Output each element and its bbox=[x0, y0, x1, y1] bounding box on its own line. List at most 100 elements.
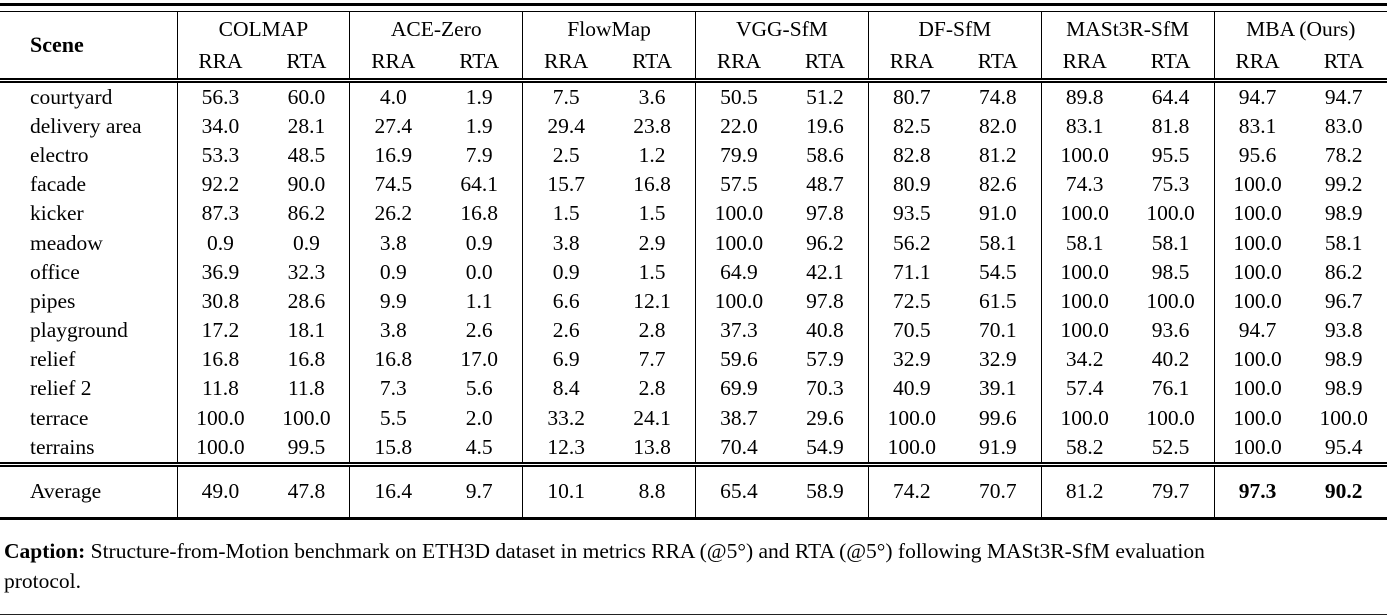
value-cell: 100.0 bbox=[1213, 432, 1301, 465]
value-cell: 100.0 bbox=[1213, 403, 1301, 433]
value-cell: 54.9 bbox=[806, 434, 844, 459]
value-cell: 10.1 bbox=[522, 464, 610, 519]
value-cell: 89.8 bbox=[1040, 80, 1128, 112]
value-cell: 98.5 bbox=[1151, 259, 1190, 284]
value-cell: 100.0 bbox=[1040, 199, 1128, 229]
scene-label: terrains bbox=[30, 434, 95, 459]
method-header-colmap: COLMAP bbox=[176, 12, 350, 46]
value-cell: 0.9 bbox=[349, 257, 437, 287]
value-cell: 70.3 bbox=[806, 376, 844, 401]
value-cell: 34.2 bbox=[1040, 345, 1128, 375]
value-cell: 40.8 bbox=[806, 318, 844, 343]
value-cell: 99.6 bbox=[978, 405, 1017, 430]
value-cell: 28.6 bbox=[287, 288, 326, 313]
method-header-row: Scene COLMAP ACE-Zero FlowMap VGG-SfM DF… bbox=[0, 12, 1387, 57]
value-cell: 92.2 bbox=[176, 170, 264, 200]
metric-header-rta: RTA bbox=[459, 49, 500, 74]
value-cell: 94.7 bbox=[1213, 316, 1301, 346]
value-cell: 4.5 bbox=[465, 434, 493, 459]
value-cell: 22.0 bbox=[695, 111, 782, 141]
value-cell: 100.0 bbox=[1040, 140, 1128, 171]
value-cell: 100.0 bbox=[867, 403, 955, 433]
value-cell: 70.4 bbox=[695, 432, 782, 465]
scene-label: meadow bbox=[30, 230, 103, 255]
value-cell: 100.0 bbox=[1040, 286, 1128, 316]
metric-header-rta: RTA bbox=[977, 49, 1018, 74]
value-cell: 74.3 bbox=[1040, 170, 1128, 200]
value-cell: 64.9 bbox=[695, 257, 782, 287]
value-cell: 16.8 bbox=[633, 172, 671, 197]
metric-header-rta: RTA bbox=[804, 49, 845, 74]
value-cell: 37.3 bbox=[695, 316, 782, 346]
value-cell: 17.2 bbox=[176, 316, 264, 346]
value-cell: 1.9 bbox=[465, 84, 493, 109]
value-cell: 94.7 bbox=[1324, 84, 1363, 109]
value-cell: 16.8 bbox=[460, 201, 499, 226]
value-cell: 100.0 bbox=[1040, 316, 1128, 346]
value-cell: 100.0 bbox=[1213, 199, 1301, 229]
value-cell: 82.8 bbox=[867, 140, 955, 171]
metric-header-rra: RRA bbox=[1040, 46, 1128, 80]
value-cell: 81.2 bbox=[1040, 464, 1128, 519]
value-cell: 51.2 bbox=[806, 84, 844, 109]
value-cell: 74.5 bbox=[349, 170, 437, 200]
value-cell: 90.2 bbox=[1324, 478, 1363, 503]
value-cell: 32.3 bbox=[287, 259, 326, 284]
value-cell: 97.3 bbox=[1213, 464, 1301, 519]
value-cell: 3.8 bbox=[349, 228, 437, 258]
value-cell: 5.5 bbox=[349, 403, 437, 433]
value-cell: 98.9 bbox=[1324, 376, 1363, 401]
table-top-rule bbox=[0, 3, 1387, 12]
value-cell: 95.4 bbox=[1324, 434, 1363, 459]
value-cell: 79.7 bbox=[1151, 478, 1190, 503]
value-cell: 100.0 bbox=[1213, 286, 1301, 316]
value-cell: 81.2 bbox=[978, 142, 1017, 167]
value-cell: 58.1 bbox=[1324, 230, 1363, 255]
value-cell: 57.5 bbox=[695, 170, 782, 200]
value-cell: 81.8 bbox=[1151, 113, 1190, 138]
value-cell: 0.9 bbox=[176, 228, 264, 258]
value-cell: 83.0 bbox=[1324, 113, 1363, 138]
value-cell: 80.9 bbox=[867, 170, 955, 200]
method-header-ace-zero: ACE-Zero bbox=[349, 12, 523, 46]
table-footer: Average 49.0 47.8 16.4 9.7 10.1 8.8 65.4 58.9 74.… bbox=[0, 464, 1387, 519]
value-cell: 64.4 bbox=[1151, 84, 1190, 109]
scene-label: electro bbox=[30, 142, 89, 167]
value-cell: 24.1 bbox=[633, 405, 671, 430]
value-cell: 39.1 bbox=[978, 376, 1017, 401]
scene-label: delivery area bbox=[30, 113, 142, 138]
table-header: Scene COLMAP ACE-Zero FlowMap VGG-SfM DF… bbox=[0, 12, 1387, 80]
value-cell: 74.2 bbox=[867, 464, 955, 519]
value-cell: 95.6 bbox=[1213, 140, 1301, 171]
metric-header-rra: RRA bbox=[695, 46, 782, 80]
table-row: meadow 0.9 0.9 3.8 0.9 3.8 2.9 100.0 96.2 56.2 58.… bbox=[0, 228, 1387, 258]
value-cell: 6.9 bbox=[522, 345, 610, 375]
value-cell: 16.8 bbox=[287, 347, 326, 372]
scene-label: office bbox=[30, 259, 80, 284]
value-cell: 9.9 bbox=[349, 286, 437, 316]
value-cell: 32.9 bbox=[867, 345, 955, 375]
value-cell: 75.3 bbox=[1151, 172, 1190, 197]
metric-header-rra: RRA bbox=[867, 46, 955, 80]
value-cell: 86.2 bbox=[287, 201, 326, 226]
table-row: pipes 30.8 28.6 9.9 1.1 6.6 12.1 100.0 97.8 72.5 6… bbox=[0, 286, 1387, 316]
scene-label: relief bbox=[30, 347, 76, 372]
value-cell: 16.8 bbox=[349, 345, 437, 375]
value-cell: 0.0 bbox=[465, 259, 493, 284]
value-cell: 0.9 bbox=[465, 230, 493, 255]
value-cell: 4.0 bbox=[349, 80, 437, 112]
value-cell: 70.7 bbox=[978, 478, 1017, 503]
metric-header-rta: RTA bbox=[286, 49, 327, 74]
value-cell: 58.1 bbox=[1040, 228, 1128, 258]
value-cell: 53.3 bbox=[176, 140, 264, 171]
value-cell: 2.6 bbox=[522, 316, 610, 346]
value-cell: 40.9 bbox=[867, 374, 955, 404]
value-cell: 3.8 bbox=[522, 228, 610, 258]
value-cell: 100.0 bbox=[695, 286, 782, 316]
value-cell: 80.7 bbox=[867, 80, 955, 112]
value-cell: 93.8 bbox=[1324, 318, 1363, 343]
value-cell: 0.9 bbox=[522, 257, 610, 287]
value-cell: 2.8 bbox=[638, 376, 666, 401]
value-cell: 2.0 bbox=[465, 405, 493, 430]
